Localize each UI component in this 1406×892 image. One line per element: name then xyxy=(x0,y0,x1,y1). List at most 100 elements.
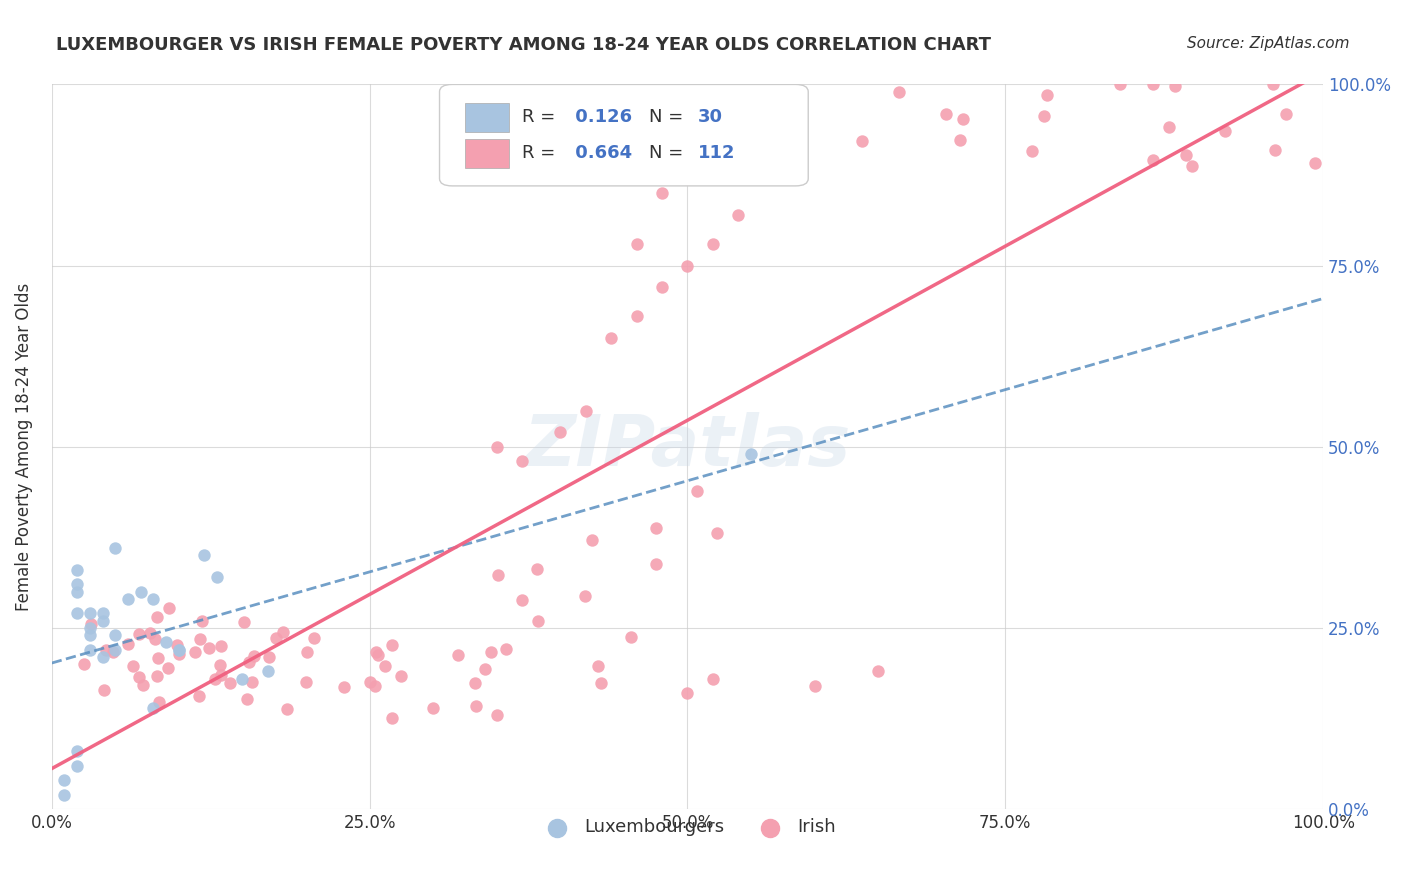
Point xyxy=(166,639,188,653)
Point xyxy=(447,648,470,662)
Point xyxy=(589,676,612,690)
Point xyxy=(527,614,550,628)
Point xyxy=(169,647,191,661)
Text: 0.126: 0.126 xyxy=(569,108,633,126)
Point xyxy=(257,665,280,679)
Point xyxy=(240,675,263,690)
Point xyxy=(887,85,910,99)
Point xyxy=(803,679,825,693)
Point xyxy=(122,658,145,673)
Point xyxy=(526,562,548,576)
Point xyxy=(1275,106,1298,120)
Point xyxy=(1109,78,1132,92)
Point xyxy=(208,657,231,672)
Point xyxy=(600,331,623,345)
Point xyxy=(143,632,166,646)
Point xyxy=(485,440,508,454)
Point xyxy=(374,659,396,673)
Point xyxy=(104,541,127,556)
Point xyxy=(146,650,169,665)
Point xyxy=(367,648,389,662)
Point xyxy=(465,699,488,714)
Text: N =: N = xyxy=(650,108,689,126)
Point xyxy=(1036,87,1059,102)
Point xyxy=(851,134,873,148)
Point xyxy=(96,642,118,657)
Point xyxy=(79,607,101,621)
Point xyxy=(66,563,89,577)
Text: 30: 30 xyxy=(697,108,723,126)
Point xyxy=(581,533,603,547)
Point xyxy=(104,642,127,657)
Point xyxy=(188,689,211,703)
Point xyxy=(117,591,139,606)
Point xyxy=(676,686,699,700)
Point xyxy=(129,584,152,599)
Point xyxy=(142,700,165,714)
Point xyxy=(1021,144,1043,158)
Point xyxy=(651,186,673,201)
Point xyxy=(686,484,709,499)
Point xyxy=(1157,120,1180,134)
Point xyxy=(184,645,207,659)
Point xyxy=(266,631,288,645)
Point xyxy=(1164,79,1187,94)
Point xyxy=(142,591,165,606)
Point xyxy=(104,628,127,642)
Point xyxy=(66,744,89,758)
Point xyxy=(510,593,533,607)
Point xyxy=(474,662,496,676)
Point xyxy=(73,657,96,671)
Point xyxy=(91,607,114,621)
Point xyxy=(464,675,486,690)
Point xyxy=(79,621,101,635)
Point xyxy=(139,625,162,640)
Point xyxy=(131,677,153,691)
Point xyxy=(740,447,762,461)
Text: 112: 112 xyxy=(697,145,735,162)
Point xyxy=(366,645,388,659)
Point xyxy=(128,626,150,640)
Point xyxy=(479,645,502,659)
Point xyxy=(66,607,89,621)
Point xyxy=(574,589,596,603)
Point xyxy=(651,280,673,294)
Point xyxy=(706,525,728,540)
Point xyxy=(510,454,533,468)
Point xyxy=(155,635,177,649)
Y-axis label: Female Poverty Among 18-24 Year Olds: Female Poverty Among 18-24 Year Olds xyxy=(15,283,32,611)
Point xyxy=(232,615,254,629)
Point xyxy=(128,670,150,684)
Point xyxy=(389,669,412,683)
Point xyxy=(1263,78,1285,92)
Point xyxy=(53,773,76,788)
Point xyxy=(167,642,190,657)
Point xyxy=(740,150,762,164)
Point xyxy=(157,661,180,675)
FancyBboxPatch shape xyxy=(465,103,509,131)
Point xyxy=(198,641,221,656)
Point xyxy=(359,674,381,689)
Point xyxy=(79,628,101,642)
Point xyxy=(79,616,101,631)
Point xyxy=(381,638,404,652)
Point xyxy=(188,632,211,647)
Point xyxy=(1303,156,1326,170)
FancyBboxPatch shape xyxy=(465,139,509,168)
Point xyxy=(145,669,167,683)
Point xyxy=(364,679,387,693)
Text: Source: ZipAtlas.com: Source: ZipAtlas.com xyxy=(1187,36,1350,51)
Point xyxy=(1213,124,1236,138)
Point xyxy=(422,700,444,714)
Point xyxy=(295,645,318,659)
Point xyxy=(495,641,517,656)
Point xyxy=(157,600,180,615)
Text: R =: R = xyxy=(522,108,561,126)
Point xyxy=(302,631,325,645)
Point xyxy=(205,570,228,584)
Point xyxy=(218,676,240,690)
Point xyxy=(868,665,890,679)
Point xyxy=(949,133,972,147)
Point xyxy=(190,615,212,629)
Point xyxy=(626,236,648,251)
